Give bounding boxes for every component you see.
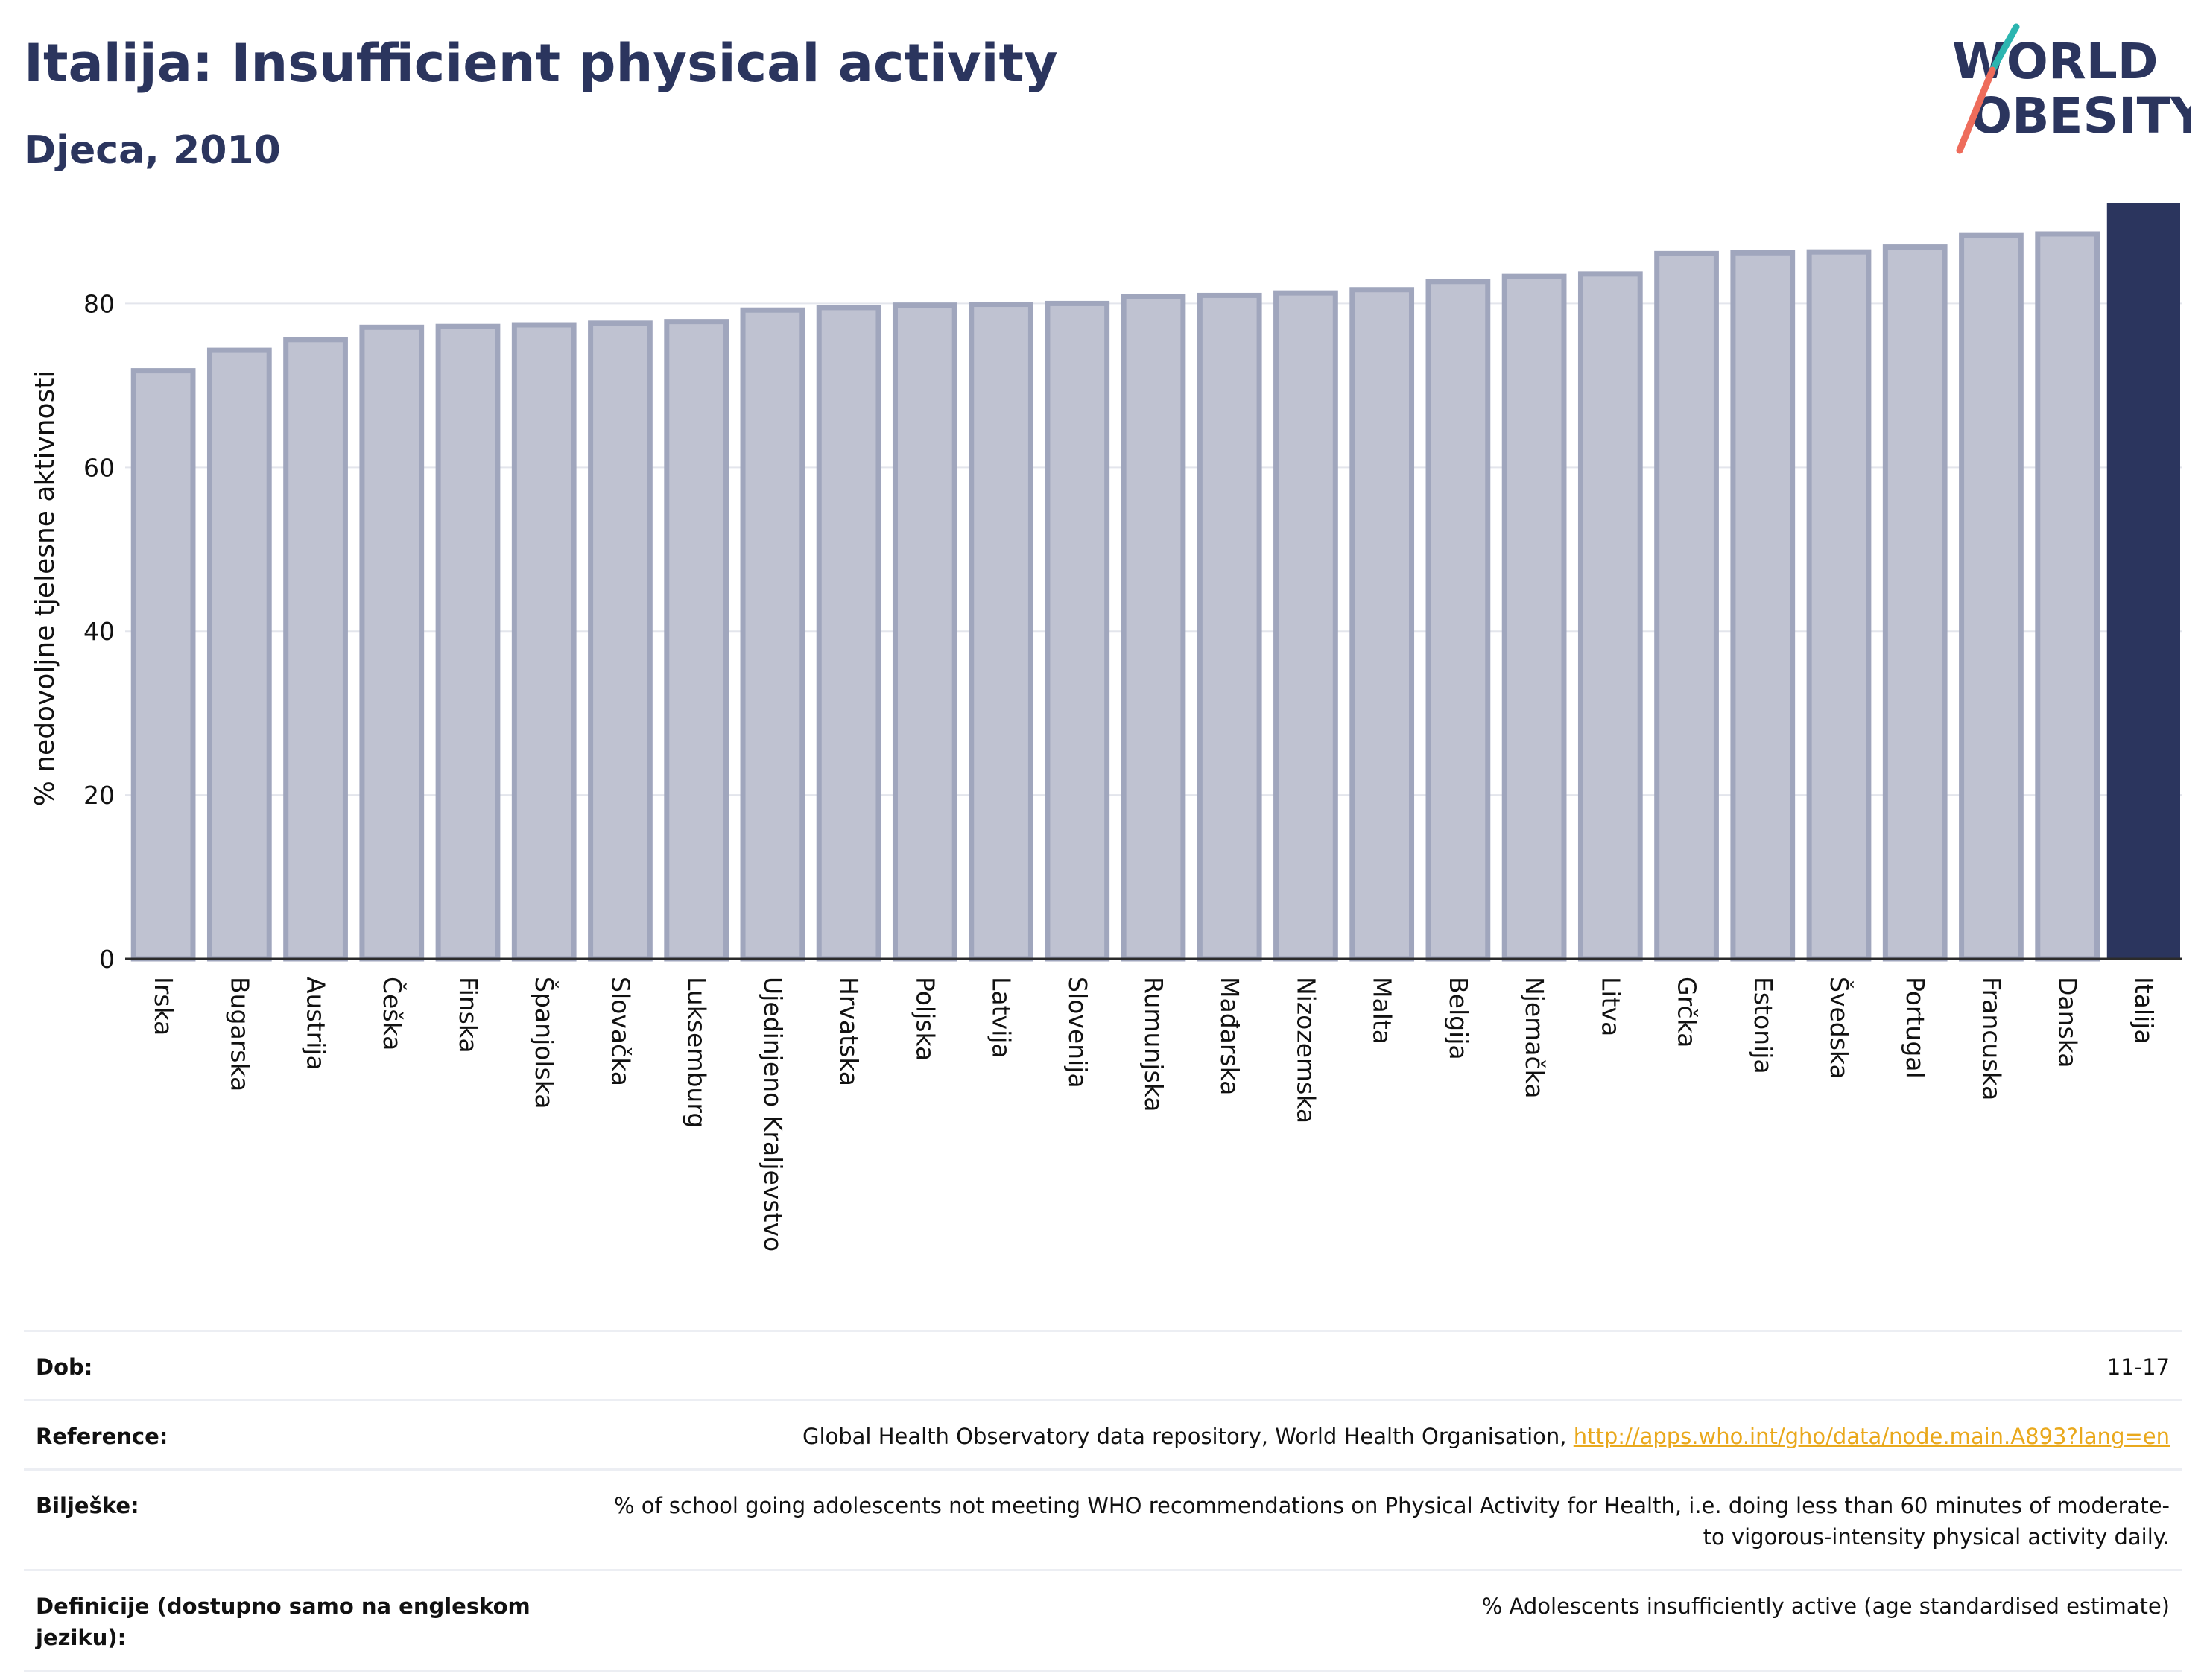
bar-grčka bbox=[1654, 250, 1719, 962]
x-tick-label: Mađarska bbox=[1215, 977, 1244, 1095]
bar-italija bbox=[2106, 203, 2180, 959]
logo-slash-coral bbox=[1956, 66, 1996, 154]
y-tick-label: 0 bbox=[99, 945, 115, 974]
x-tick-label: Italija bbox=[2129, 977, 2159, 1045]
x-tick-label: Francuska bbox=[1977, 977, 2006, 1100]
bar-litva bbox=[1577, 271, 1643, 962]
x-tick-label: Finska bbox=[454, 977, 483, 1053]
x-tick-label: Estonija bbox=[1749, 977, 1778, 1074]
y-tick-label: 80 bbox=[83, 289, 115, 318]
bar-austrija bbox=[283, 337, 348, 962]
info-value: % Adolescents insufficiently active (age… bbox=[1481, 1594, 2170, 1619]
info-row-reference: Reference: Global Health Observatory dat… bbox=[24, 1400, 2182, 1470]
x-tick-label: Grčka bbox=[1673, 977, 1702, 1047]
y-tick-label: 60 bbox=[83, 453, 115, 482]
x-tick-label: Danska bbox=[2053, 977, 2083, 1068]
world-obesity-logo: WORLD OBESITY bbox=[1952, 23, 2191, 154]
bar-slovenija bbox=[1045, 300, 1110, 962]
info-label: Dob: bbox=[36, 1354, 93, 1380]
bars bbox=[130, 203, 2180, 962]
bar-hrvatska bbox=[816, 305, 881, 962]
page-subtitle: Djeca, 2010 bbox=[24, 128, 281, 173]
x-tick-label: Litva bbox=[1596, 977, 1625, 1036]
x-tick-label: Slovačka bbox=[606, 977, 635, 1086]
x-tick-label: Bugarska bbox=[225, 977, 254, 1091]
info-value: Global Health Observatory data repositor… bbox=[802, 1424, 1574, 1449]
logo-line2: OBESITY bbox=[1970, 87, 2191, 145]
bar-rumunjska bbox=[1121, 294, 1186, 962]
y-tick-label: 40 bbox=[83, 617, 115, 646]
x-tick-label: Luksemburg bbox=[683, 977, 712, 1128]
y-tick-label: 20 bbox=[83, 781, 115, 810]
bar-portugal bbox=[1882, 244, 1948, 962]
info-row-notes: Bilješke: % of school going adolescents … bbox=[24, 1469, 2182, 1570]
x-tick-label: Poljska bbox=[911, 977, 940, 1061]
bar-slovačka bbox=[588, 320, 653, 962]
bar-mađarska bbox=[1197, 292, 1262, 962]
x-tick-label: Malta bbox=[1368, 977, 1397, 1045]
bar-irska bbox=[130, 368, 196, 962]
y-tick-labels: 0 20 40 60 80 bbox=[83, 289, 115, 974]
x-tick-label: Švedska bbox=[1825, 977, 1855, 1080]
x-tick-label: Njemačka bbox=[1520, 977, 1549, 1098]
bar-španjolska bbox=[511, 322, 577, 962]
bar-ujedinjeno-kraljevstvo bbox=[740, 307, 805, 962]
x-tick-label: Češka bbox=[378, 977, 408, 1050]
x-tick-label: Slovenija bbox=[1063, 977, 1092, 1088]
bar-finska bbox=[435, 323, 501, 962]
bar-luksemburg bbox=[664, 319, 729, 962]
bar-malta bbox=[1349, 287, 1415, 962]
x-tick-label: Latvija bbox=[987, 977, 1016, 1059]
x-tick-label: Austrija bbox=[302, 977, 331, 1071]
bar-francuska bbox=[1959, 232, 2024, 962]
info-label: Reference: bbox=[36, 1424, 168, 1449]
bar-latvija bbox=[969, 302, 1033, 962]
x-tick-labels: Irska Bugarska Austrija Češka Finska Španjols… bbox=[149, 977, 2159, 1252]
logo-slash-teal bbox=[1989, 23, 2020, 74]
bar-nizozemska bbox=[1273, 290, 1338, 962]
info-value: 11-17 bbox=[2106, 1354, 2170, 1380]
reference-link[interactable]: http://apps.who.int/gho/data/node.main.A… bbox=[1573, 1424, 2170, 1449]
bar-bugarska bbox=[206, 347, 272, 962]
x-tick-label: Rumunjska bbox=[1139, 977, 1168, 1112]
info-value: % of school going adolescents not meetin… bbox=[613, 1493, 2170, 1550]
info-row-definitions: Definicije (dostupno samo na engleskom j… bbox=[24, 1570, 2182, 1671]
bar-švedska bbox=[1806, 249, 1872, 962]
bar-belgija bbox=[1425, 279, 1491, 962]
info-row-age: Dob: 11-17 bbox=[24, 1331, 2182, 1401]
page-title: Italija: Insufficient physical activity bbox=[24, 33, 1058, 94]
info-label: Definicije (dostupno samo na engleskom j… bbox=[36, 1594, 531, 1650]
info-label: Bilješke: bbox=[36, 1493, 139, 1518]
y-axis-label: % nedovoljne tjelesne aktivnosti bbox=[30, 371, 60, 807]
bar-chart: 0 20 40 60 80 Irska Bugarska Austrija Češka Fins… bbox=[30, 203, 2182, 1252]
bar-danska bbox=[2035, 231, 2100, 962]
x-tick-label: Irska bbox=[149, 977, 178, 1036]
x-tick-label: Španjolska bbox=[530, 977, 560, 1109]
x-tick-label: Belgija bbox=[1444, 977, 1473, 1060]
x-tick-label: Hrvatska bbox=[835, 977, 864, 1086]
x-tick-label: Nizozemska bbox=[1291, 977, 1320, 1123]
x-tick-label: Portugal bbox=[1901, 977, 1930, 1079]
bar-estonija bbox=[1730, 250, 1796, 962]
x-tick-label: Ujedinjeno Kraljevstvo bbox=[759, 977, 788, 1252]
info-table: Dob: 11-17 Reference: Global Health Obse… bbox=[24, 1330, 2182, 1672]
bar-poljska bbox=[892, 302, 957, 962]
bar-njemačka bbox=[1501, 273, 1567, 962]
bar-češka bbox=[359, 324, 425, 962]
